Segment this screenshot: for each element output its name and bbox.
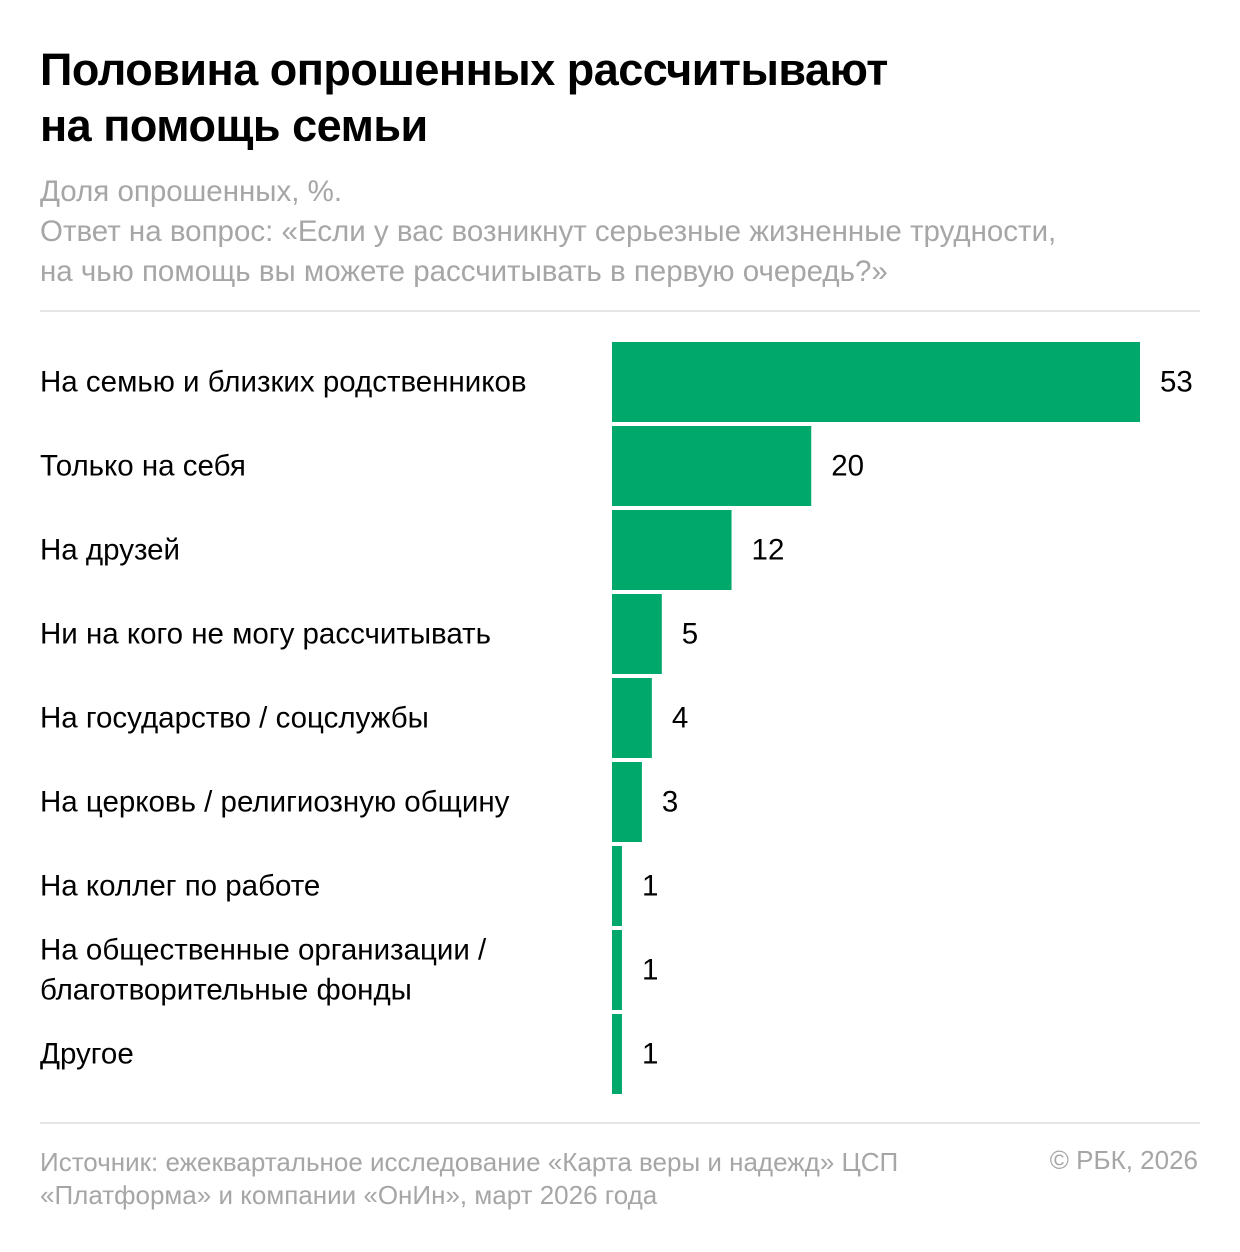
value-label: 1	[642, 1038, 658, 1071]
category-label: Только на себя	[40, 450, 246, 483]
bar	[612, 1014, 622, 1094]
value-label: 5	[682, 618, 698, 651]
bottom-divider	[40, 1122, 1200, 1124]
category-label: На коллег по работе	[40, 870, 320, 903]
subtitle-line: Ответ на вопрос: «Если у вас возникнут с…	[40, 215, 1057, 248]
value-label: 1	[642, 870, 658, 903]
title-line: на помощь семьи	[40, 100, 428, 151]
bar	[612, 678, 652, 758]
copyright: © РБК, 2026	[1049, 1145, 1198, 1175]
source-line: «Платформа» и компании «ОнИн», март 2026…	[40, 1180, 658, 1210]
chart-title: Половина опрошенных рассчитывают на помо…	[40, 42, 1200, 154]
source-note: Источник: ежеквартальное исследование «К…	[40, 1146, 1030, 1212]
value-label: 3	[662, 786, 678, 819]
category-label: Ни на кого не могу рассчитывать	[40, 618, 491, 651]
bar	[612, 846, 622, 926]
bar	[612, 930, 622, 1010]
subtitle-line: на чью помощь вы можете рассчитывать в п…	[40, 255, 888, 288]
value-label: 4	[672, 702, 688, 735]
value-label: 12	[752, 534, 785, 567]
category-label: На общественные организации /	[40, 934, 487, 967]
category-label: На церковь / религиозную общину	[40, 786, 510, 819]
value-label: 1	[642, 954, 658, 987]
bar	[612, 510, 732, 590]
value-label: 20	[831, 450, 864, 483]
source-line: Источник: ежеквартальное исследование «К…	[40, 1147, 899, 1177]
bar	[612, 762, 642, 842]
top-divider	[40, 310, 1200, 312]
category-label: На друзей	[40, 534, 180, 567]
category-label: благотворительные фонды	[40, 974, 412, 1007]
bar	[612, 594, 662, 674]
subtitle-line: Доля опрошенных, %.	[40, 175, 343, 208]
category-label: Другое	[40, 1038, 134, 1071]
value-label: 53	[1160, 366, 1193, 399]
bar	[612, 426, 812, 506]
chart-subtitle: Доля опрошенных, %. Ответ на вопрос: «Ес…	[40, 172, 1220, 292]
category-label: На семью и близких родственников	[40, 366, 527, 399]
title-line: Половина опрошенных рассчитывают	[40, 44, 888, 95]
category-label: На государство / соцслужбы	[40, 702, 429, 735]
bar	[612, 342, 1140, 422]
